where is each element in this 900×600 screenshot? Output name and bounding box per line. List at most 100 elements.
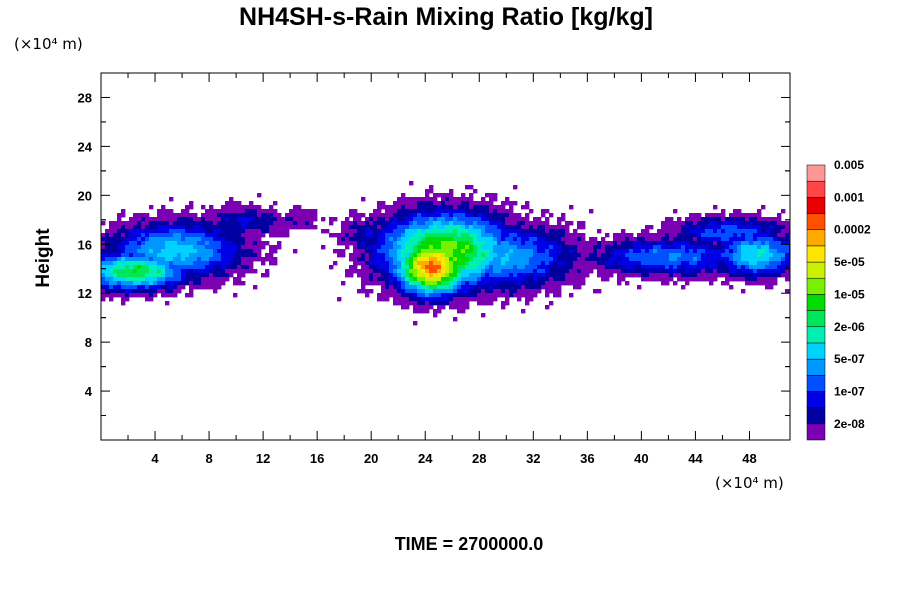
contour-cell <box>457 277 462 282</box>
contour-cell <box>221 209 226 214</box>
contour-cell <box>449 217 454 222</box>
contour-cell <box>717 257 722 262</box>
contour-cell <box>421 217 426 222</box>
contour-cell <box>425 265 430 270</box>
contour-cell <box>521 289 526 294</box>
contour-cell <box>189 293 194 298</box>
contour-cell <box>141 289 146 294</box>
contour-cell <box>577 249 582 254</box>
contour-cell <box>773 261 778 266</box>
contour-cell <box>497 285 502 290</box>
contour-cell <box>113 285 118 290</box>
contour-cell <box>709 281 714 286</box>
contour-cell <box>449 193 454 198</box>
contour-cell <box>729 229 734 234</box>
contour-cell <box>581 233 586 238</box>
contour-cell <box>573 269 578 274</box>
contour-cell <box>761 281 766 286</box>
contour-cell <box>141 253 146 258</box>
contour-cell <box>269 253 274 258</box>
contour-cell <box>433 233 438 238</box>
contour-cell <box>129 253 134 258</box>
contour-cell <box>153 257 158 262</box>
contour-cell <box>249 221 254 226</box>
contour-cell <box>453 277 458 282</box>
contour-cell <box>741 225 746 230</box>
contour-cell <box>329 221 334 226</box>
contour-cell <box>369 245 374 250</box>
contour-cell <box>669 249 674 254</box>
contour-cell <box>309 221 314 226</box>
contour-cell <box>685 253 690 258</box>
contour-cell <box>217 281 222 286</box>
contour-cell <box>437 265 442 270</box>
contour-cell <box>485 241 490 246</box>
contour-cell <box>617 241 622 246</box>
contour-cell <box>393 297 398 302</box>
contour-cell <box>649 241 654 246</box>
contour-cell <box>437 269 442 274</box>
contour-cell <box>121 293 126 298</box>
contour-cell <box>629 265 634 270</box>
contour-cell <box>521 205 526 210</box>
contour-cell <box>289 225 294 230</box>
contour-cell <box>241 233 246 238</box>
contour-cell <box>737 253 742 258</box>
contour-cell <box>233 233 238 238</box>
contour-cell <box>437 229 442 234</box>
contour-cell <box>477 269 482 274</box>
contour-cell <box>257 217 262 222</box>
contour-cell <box>665 265 670 270</box>
contour-cell <box>577 221 582 226</box>
contour-cell <box>201 245 206 250</box>
contour-cell <box>689 269 694 274</box>
contour-cell <box>445 249 450 254</box>
contour-cell <box>517 253 522 258</box>
contour-cell <box>205 229 210 234</box>
contour-cell <box>297 209 302 214</box>
contour-cell <box>781 221 786 226</box>
contour-cell <box>557 241 562 246</box>
contour-cell <box>777 213 782 218</box>
contour-cell <box>569 277 574 282</box>
contour-cell <box>201 217 206 222</box>
contour-cell <box>485 257 490 262</box>
contour-cell <box>729 249 734 254</box>
contour-cell <box>541 209 546 214</box>
contour-cell <box>109 249 114 254</box>
contour-cell <box>373 261 378 266</box>
contour-cell <box>157 217 162 222</box>
contour-cell <box>229 257 234 262</box>
contour-cell <box>445 281 450 286</box>
contour-cell <box>433 281 438 286</box>
contour-cell <box>613 233 618 238</box>
contour-cell <box>293 225 298 230</box>
contour-cell <box>497 233 502 238</box>
contour-cell <box>185 257 190 262</box>
contour-cell <box>385 225 390 230</box>
contour-cell <box>377 233 382 238</box>
contour-cell <box>405 205 410 210</box>
contour-cell <box>741 273 746 278</box>
contour-cell <box>465 265 470 270</box>
contour-cell <box>545 245 550 250</box>
contour-cell <box>561 237 566 242</box>
contour-cell <box>449 297 454 302</box>
contour-cell <box>725 237 730 242</box>
contour-cell <box>489 225 494 230</box>
contour-cell <box>165 249 170 254</box>
contour-cell <box>725 257 730 262</box>
contour-cell <box>497 277 502 282</box>
contour-cell <box>493 205 498 210</box>
contour-cell <box>185 277 190 282</box>
y-tick-label: 28 <box>78 90 92 105</box>
contour-cell <box>389 261 394 266</box>
contour-cell <box>501 269 506 274</box>
contour-cell <box>377 281 382 286</box>
contour-cell <box>417 309 422 314</box>
contour-cell <box>401 209 406 214</box>
contour-cell <box>205 265 210 270</box>
contour-cell <box>265 273 270 278</box>
contour-cell <box>737 265 742 270</box>
contour-cell <box>785 233 790 238</box>
